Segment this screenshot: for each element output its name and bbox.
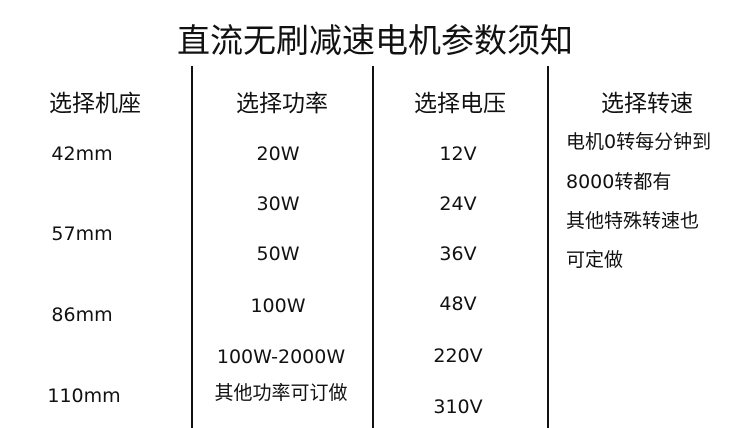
frame-size-value: 42mm [51, 143, 113, 165]
column-divider [372, 66, 374, 428]
voltage-value: 220V [433, 345, 483, 367]
power-value: 50W [256, 243, 300, 265]
voltage-value: 12V [439, 143, 477, 165]
power-value: 30W [256, 193, 300, 215]
power-value: 100W-2000W [216, 346, 346, 368]
header-voltage: 选择电压 [414, 91, 506, 117]
speed-note-line: 其他特殊转速也 [566, 210, 700, 232]
header-power: 选择功率 [236, 91, 328, 117]
speed-note-line: 8000转都有 [566, 171, 672, 193]
voltage-value: 36V [439, 243, 477, 265]
column-divider [191, 66, 193, 428]
frame-size-value: 110mm [47, 385, 121, 407]
frame-size-value: 57mm [51, 223, 113, 245]
power-value: 其他功率可订做 [214, 382, 348, 404]
header-frame-size: 选择机座 [49, 91, 141, 117]
voltage-value: 24V [439, 193, 477, 215]
speed-note-line: 可定做 [566, 249, 624, 271]
column-divider [547, 66, 549, 428]
page-title: 直流无刷减速电机参数须知 [177, 21, 573, 60]
voltage-value: 310V [433, 396, 483, 418]
speed-note-line: 电机0转每分钟到 [566, 131, 712, 153]
voltage-value: 48V [439, 293, 477, 315]
power-value: 100W [250, 295, 306, 317]
header-speed: 选择转速 [601, 91, 693, 117]
frame-size-value: 86mm [51, 304, 113, 326]
power-value: 20W [256, 143, 300, 165]
